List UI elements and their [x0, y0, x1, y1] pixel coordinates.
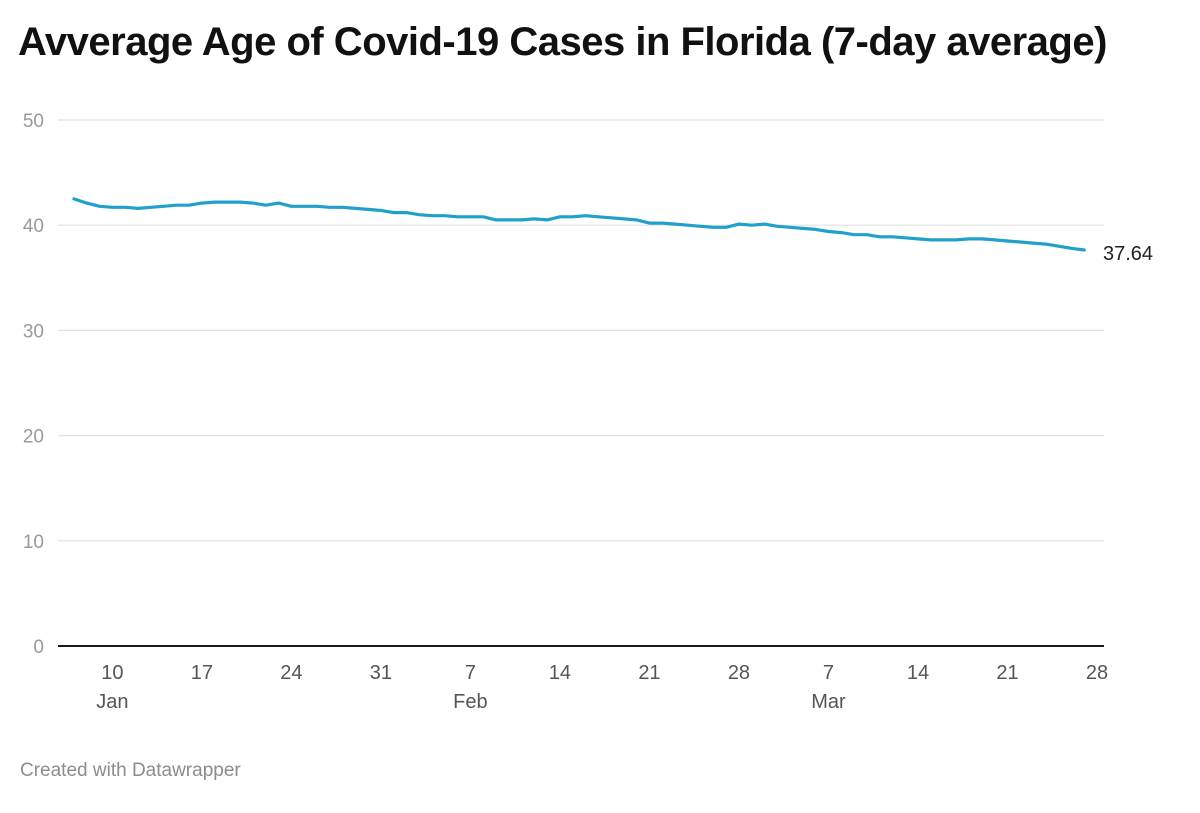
y-tick-label: 20: [23, 427, 44, 448]
x-tick-label: 28: [728, 662, 750, 684]
x-tick-label: 24: [280, 662, 302, 684]
x-month-label: Feb: [453, 691, 487, 713]
y-tick-label: 40: [23, 216, 44, 237]
series-line: [72, 197, 1086, 252]
x-axis-ticks: 10 Jan 17 24 31 7 Feb 14 21 28 7 Mar 14 21 28: [96, 662, 1108, 713]
x-tick-label: 21: [638, 662, 660, 684]
series-group: [72, 197, 1086, 252]
x-tick-label: 14: [907, 662, 929, 684]
gridlines: [58, 119, 1104, 647]
x-tick-label: 7: [465, 662, 476, 684]
end-value-label: 37.64: [1103, 243, 1153, 265]
x-tick-label: 28: [1086, 662, 1108, 684]
x-month-label: Jan: [96, 691, 128, 713]
y-tick-label: 30: [23, 321, 44, 342]
x-tick-label: 14: [549, 662, 571, 684]
x-tick-label: 17: [191, 662, 213, 684]
x-tick-label: 10: [101, 662, 123, 684]
y-tick-label: 0: [33, 637, 44, 658]
x-tick-label: 7: [823, 662, 834, 684]
x-month-label: Mar: [811, 691, 846, 713]
y-tick-label: 10: [23, 532, 44, 553]
chart-title: Avverage Age of Covid-19 Cases in Florid…: [18, 20, 1107, 64]
x-tick-label: 21: [996, 662, 1018, 684]
x-tick-label: 31: [370, 662, 392, 684]
footer-credit: Created with Datawrapper: [20, 760, 241, 781]
end-labels: 37.64: [1103, 243, 1153, 265]
y-axis-ticks: 0 10 20 30 40 50: [23, 111, 44, 658]
y-tick-label: 50: [23, 111, 44, 132]
